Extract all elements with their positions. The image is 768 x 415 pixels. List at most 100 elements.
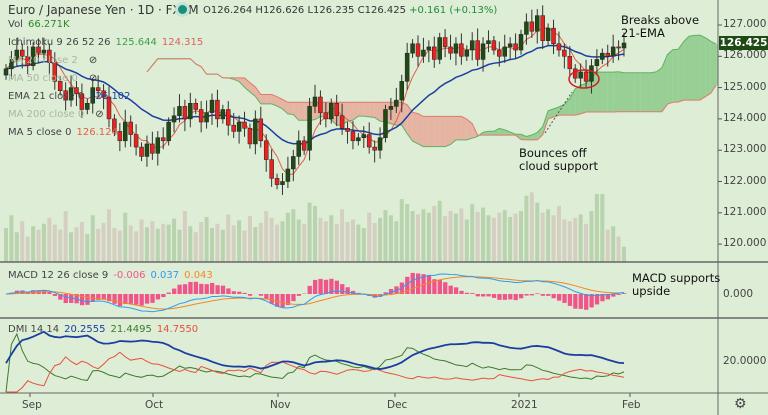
volume-bar xyxy=(399,199,404,262)
ichimoku-cloud-segment xyxy=(488,131,494,136)
candle-body xyxy=(339,115,345,129)
price-axis-tick: 127.000 xyxy=(723,18,767,30)
legend-ema21[interactable]: EMA 21 close 0 126.102 xyxy=(8,91,136,102)
volume-bar xyxy=(155,228,160,262)
macd-histogram-bar xyxy=(562,294,567,303)
candle-body xyxy=(605,52,610,57)
macd-histogram-bar xyxy=(123,294,128,305)
ichimoku-cloud-segment xyxy=(613,71,619,113)
ichimoku-cloud-segment xyxy=(461,116,467,140)
candle-body xyxy=(361,134,367,138)
volume-bar xyxy=(177,229,182,262)
hidden-eye-icon[interactable]: ⊘ xyxy=(95,109,104,120)
legend-macd[interactable]: MACD 12 26 close 9 -0.006 0.037 0.043 xyxy=(8,270,218,281)
hidden-eye-icon[interactable]: ⊘ xyxy=(88,73,98,84)
candle-body xyxy=(453,43,459,54)
legend-dmi[interactable]: DMI 14 14 20.2555 21.4495 14.7550 xyxy=(8,324,203,335)
ichimoku-value-1: 125.644 xyxy=(115,37,157,48)
ichimoku-cloud-segment xyxy=(266,94,272,104)
candle-body xyxy=(188,103,193,120)
volume-bar xyxy=(594,194,599,262)
volume-bar xyxy=(52,224,57,262)
candle-body xyxy=(589,65,594,82)
volume-bar xyxy=(372,222,377,262)
candle-body xyxy=(383,109,388,138)
candle-body xyxy=(41,49,47,54)
legend-vol[interactable]: Vol 66.271K xyxy=(8,19,75,30)
macd-histogram-bar xyxy=(573,294,578,309)
ichimoku-value-2: 124.315 xyxy=(161,37,204,48)
hidden-eye-icon[interactable]: ⊘ xyxy=(88,55,98,66)
ichimoku-cloud-segment xyxy=(629,72,635,112)
macd-histogram-bar xyxy=(519,294,524,299)
macd-histogram-bar xyxy=(150,294,155,303)
ichimoku-cloud-segment xyxy=(672,49,679,103)
candle-body xyxy=(220,109,226,120)
candle-body xyxy=(63,90,68,101)
macd-histogram-bar xyxy=(589,294,594,308)
candle-body xyxy=(459,43,464,57)
volume-bar xyxy=(481,207,486,262)
volume-bar xyxy=(107,209,111,262)
macd-line xyxy=(5,273,625,313)
last-price-label: 126.425 xyxy=(719,36,768,50)
candle-body xyxy=(296,140,301,157)
volume-bar xyxy=(182,211,187,262)
candle-body xyxy=(448,46,453,54)
macd-histogram-bar xyxy=(269,294,274,304)
dmi-plus-value: 21.4495 xyxy=(110,324,152,335)
volume-bar xyxy=(79,222,84,262)
volume-bar xyxy=(546,209,551,262)
ichimoku-cloud-segment xyxy=(618,71,624,112)
ichimoku-cloud-segment xyxy=(363,102,370,117)
legend-ichimoku[interactable]: Ichimoku 9 26 52 26 125.644 124.315 xyxy=(8,37,208,48)
volume-bar xyxy=(416,214,420,262)
volume-bar xyxy=(231,225,236,262)
volume-bar xyxy=(361,228,366,262)
volume-bar xyxy=(318,217,323,262)
ichimoku-cloud-segment xyxy=(558,104,565,116)
candle-body xyxy=(475,40,480,60)
volume-bar xyxy=(9,215,14,262)
candle-body xyxy=(426,46,432,51)
candle-body xyxy=(415,43,421,57)
candle-body xyxy=(128,121,133,135)
volume-bar xyxy=(31,226,36,262)
candle-body xyxy=(377,137,383,151)
macd-histogram-bar xyxy=(210,282,215,294)
candle-body xyxy=(204,112,209,123)
volume-bar xyxy=(275,224,280,262)
ichimoku-cloud-segment xyxy=(418,113,424,147)
macd-histogram-bar xyxy=(410,272,415,294)
macd-histogram-bar xyxy=(161,294,166,298)
volume-bar xyxy=(58,229,63,262)
volume-bar xyxy=(459,208,464,262)
candle-body xyxy=(600,52,605,60)
ichimoku-cloud-segment xyxy=(645,72,652,112)
change-value: +0.161 (+0.13%) xyxy=(409,5,498,16)
settings-gear-icon[interactable]: ⚙ xyxy=(734,396,747,412)
volume-bar xyxy=(426,212,431,262)
price-axis-tick: 126.000 xyxy=(723,49,767,62)
candle-body xyxy=(112,118,117,132)
candle-body xyxy=(616,46,621,49)
legend-ma20[interactable]: MA 20 close 2 ⊘ xyxy=(8,55,102,66)
candle-body xyxy=(47,49,52,63)
macd-histogram-bar xyxy=(172,288,177,294)
legend-ma50[interactable]: MA 50 close 0 ⊘ xyxy=(8,73,102,84)
legend-ma200[interactable]: MA 200 close 0 ⊘ xyxy=(8,109,109,120)
ichimoku-cloud-segment xyxy=(358,102,364,117)
macd-histogram-bar xyxy=(166,292,171,294)
legend-ma5[interactable]: MA 5 close 0 126.124 xyxy=(8,127,123,138)
candle-body xyxy=(491,40,497,51)
ichimoku-cloud-segment xyxy=(255,86,261,104)
price-axis-tick: 123.000 xyxy=(723,143,767,156)
candle-body xyxy=(253,118,258,145)
volume-bar xyxy=(269,217,274,262)
macd-histogram-bar xyxy=(204,284,209,294)
macd-histogram-bar xyxy=(242,292,247,294)
macd-histogram-bar xyxy=(443,282,448,294)
ichimoku-cloud-segment xyxy=(710,41,717,94)
macd-histogram-bar xyxy=(112,294,117,304)
